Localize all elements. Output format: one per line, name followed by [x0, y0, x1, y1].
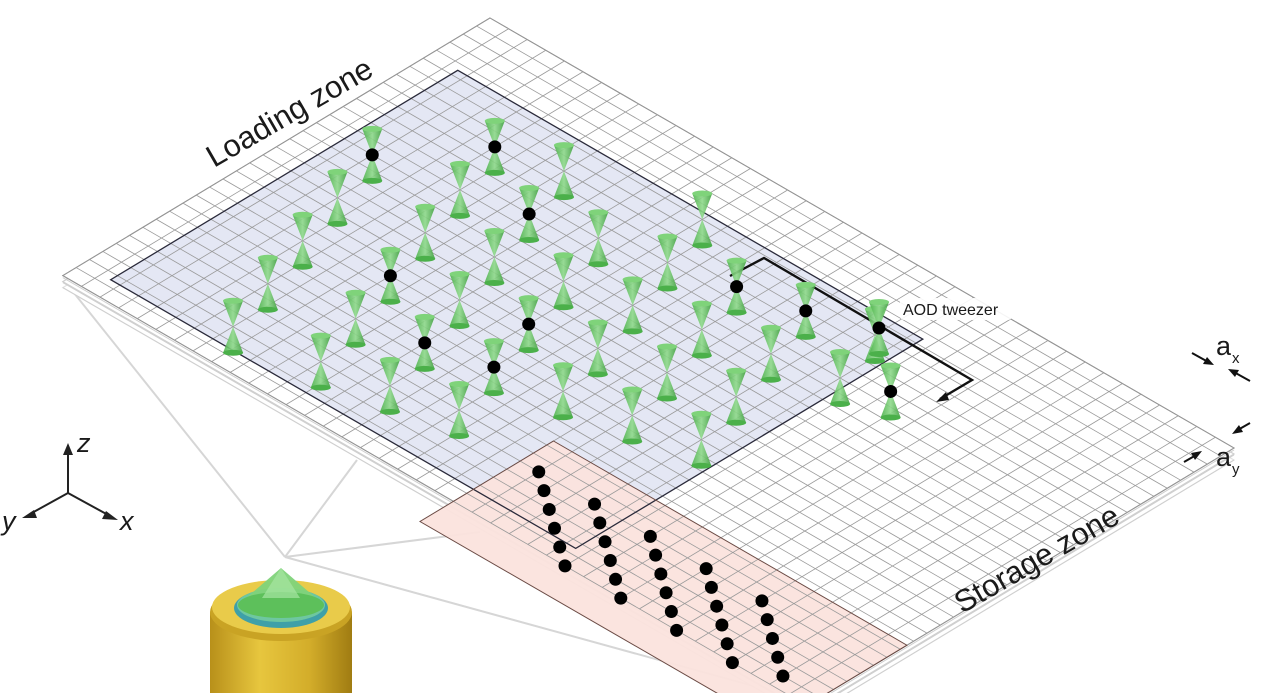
aod-tweezer-group: [869, 299, 889, 357]
tweezer: [345, 289, 366, 348]
axis-y-label: y: [0, 506, 17, 536]
tweezer: [692, 190, 713, 249]
atom: [730, 280, 744, 294]
tweezer: [449, 270, 470, 329]
tweezer: [760, 324, 781, 383]
tweezer: [310, 332, 331, 391]
ay-label: ay: [1216, 442, 1240, 478]
atom: [487, 360, 501, 374]
axis-x-label: x: [118, 506, 135, 536]
tweezer: [553, 252, 574, 311]
spacing-ax: ax: [1191, 331, 1251, 382]
storage-atom: [614, 591, 628, 605]
tweezer: [622, 386, 643, 445]
atom: [522, 207, 536, 221]
storage-atom: [542, 502, 556, 516]
storage-atoms: [532, 465, 790, 683]
storage-atom: [558, 559, 572, 573]
aod-tweezer: [869, 299, 889, 357]
storage-atom: [654, 567, 668, 581]
storage-atom: [548, 521, 561, 535]
loading-tweezers: [223, 117, 901, 469]
storage-atom: [710, 599, 724, 613]
atom: [365, 148, 379, 162]
tweezer: [657, 343, 677, 402]
tweezer: [622, 276, 643, 335]
tweezer: [691, 300, 712, 359]
tweezer: [257, 254, 278, 313]
spacing-ay: ay: [1183, 422, 1251, 478]
tweezer: [880, 362, 901, 421]
atom: [522, 317, 536, 331]
tweezer: [379, 356, 400, 415]
tweezer: [830, 349, 851, 407]
atom: [872, 321, 886, 335]
tweezer: [553, 362, 574, 421]
storage-atom: [609, 572, 623, 586]
atom: [488, 140, 502, 154]
axis-z-label: z: [76, 428, 91, 458]
tweezer: [691, 410, 712, 469]
coordinate-axes: [22, 443, 118, 520]
ax-label: ax: [1216, 331, 1240, 367]
tweezer: [414, 313, 435, 372]
tweezer: [327, 168, 348, 227]
tweezer: [588, 209, 609, 268]
storage-atom: [755, 594, 769, 608]
storage-atom: [588, 497, 602, 511]
aod-tweezer-label: AOD tweezer: [903, 302, 999, 319]
aod-label-bg: [900, 298, 1012, 320]
tweezer: [484, 117, 505, 176]
storage-atom: [765, 631, 779, 645]
tweezer: [362, 125, 383, 184]
tweezer: [380, 246, 401, 305]
storage-atom: [532, 465, 546, 479]
tweezer: [587, 319, 608, 378]
tweezer: [553, 142, 574, 201]
tweezer: [292, 211, 313, 270]
storage-atom: [649, 548, 663, 562]
tweezer: [519, 185, 540, 244]
aod-transport-path: [729, 256, 975, 402]
tweezer: [483, 338, 504, 397]
tweezer: [518, 295, 539, 354]
tweezer: [450, 160, 470, 219]
tweezer: [795, 281, 816, 340]
tweezer: [415, 203, 436, 262]
tweezer: [449, 381, 470, 440]
storage-atom: [598, 535, 612, 549]
storage-atom: [771, 650, 785, 664]
storage-atom: [603, 554, 617, 567]
storage-atom: [699, 562, 713, 576]
tweezer: [726, 257, 747, 316]
zone-borders: [109, 69, 925, 693]
storage-atom: [725, 656, 739, 670]
storage-atom: [715, 618, 729, 632]
atom: [884, 384, 898, 398]
atom: [383, 269, 397, 283]
atom: [418, 336, 432, 350]
tweezer: [223, 297, 244, 356]
storage-atom: [760, 613, 774, 627]
storage-atom: [553, 540, 567, 554]
objective-lens: [210, 568, 352, 693]
storage-atom: [643, 529, 657, 543]
storage-atom: [664, 605, 678, 619]
storage-atom: [776, 669, 790, 683]
tweezer: [657, 233, 678, 292]
atom: [799, 304, 813, 318]
storage-atom: [704, 580, 718, 594]
storage-atom: [537, 484, 551, 498]
lattice-front-layer: [62, 277, 1235, 693]
tweezer: [484, 228, 505, 286]
storage-atom: [720, 637, 734, 651]
tweezer: [726, 367, 747, 426]
storage-atom: [593, 516, 607, 530]
storage-atom: [670, 623, 684, 637]
storage-atom: [659, 586, 673, 600]
